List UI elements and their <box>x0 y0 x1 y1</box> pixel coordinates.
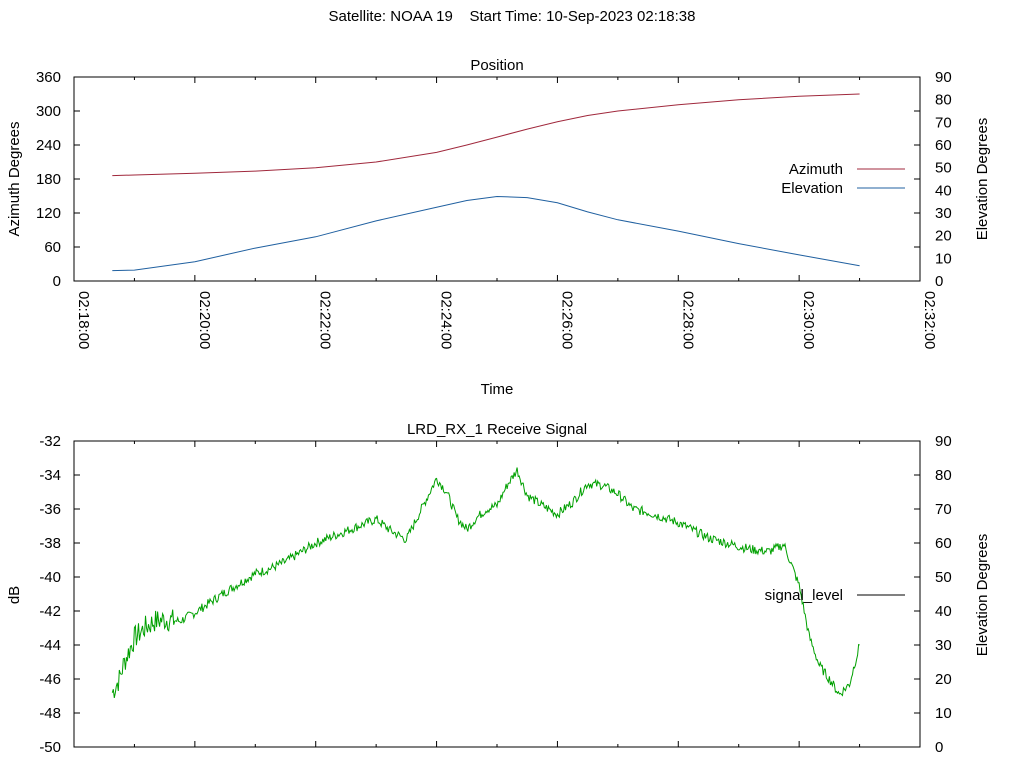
p2-y2tick-label: 30 <box>935 637 952 654</box>
p1-ytick-label: 120 <box>36 205 61 222</box>
p1-y2tick-label: 0 <box>935 273 943 290</box>
p2-y2tick-label: 0 <box>935 739 943 756</box>
p1-ytick-label: 360 <box>36 69 61 86</box>
signal-plot-title: LRD_RX_1 Receive Signal <box>407 421 587 438</box>
p1-y2tick-label: 90 <box>935 69 952 86</box>
p2-y2tick-label: 50 <box>935 569 952 586</box>
p1-ytick-label: 300 <box>36 103 61 120</box>
p1-ytick-label: 240 <box>36 137 61 154</box>
p1-y2tick-label: 60 <box>935 137 952 154</box>
p2-y2tick-label: 10 <box>935 705 952 722</box>
position-plot-title: Position <box>470 57 523 74</box>
p2-ytick-label: -46 <box>39 671 61 688</box>
p1-y2tick-label: 50 <box>935 160 952 177</box>
p1-xtick-label: 02:30:00 <box>800 291 817 349</box>
signal-y-axis-label: dB <box>6 586 23 604</box>
legend-label-azimuth: Azimuth <box>789 161 843 178</box>
p1-y2tick-label: 80 <box>935 92 952 109</box>
signal-plot: LRD_RX_1 Receive Signal dB Elevation Deg… <box>6 421 991 756</box>
p1-ytick-label: 60 <box>44 239 61 256</box>
p2-ytick-label: -42 <box>39 603 61 620</box>
p2-ytick-label: -40 <box>39 569 61 586</box>
p1-xtick-label: 02:26:00 <box>558 291 575 349</box>
position-y-axis-label: Azimuth Degrees <box>6 121 23 236</box>
p2-y2tick-label: 20 <box>935 671 952 688</box>
legend-label-elevation: Elevation <box>781 180 843 197</box>
series-line-azimuth <box>112 93 860 177</box>
position-y2-axis-label: Elevation Degrees <box>974 118 991 241</box>
p2-ytick-label: -32 <box>39 433 61 450</box>
series-line-signal-level <box>111 467 860 698</box>
p2-ytick-label: -34 <box>39 467 61 484</box>
series-line-elevation <box>112 195 860 272</box>
position-plot: Position Time Azimuth Degrees Elevation … <box>6 57 991 398</box>
p2-y2tick-label: 40 <box>935 603 952 620</box>
p2-y2tick-label: 60 <box>935 535 952 552</box>
p1-ytick-label: 180 <box>36 171 61 188</box>
p1-ytick-label: 0 <box>53 273 61 290</box>
satellite-label: Satellite: NOAA 19 <box>328 8 453 25</box>
p1-y2tick-label: 10 <box>935 250 952 267</box>
p1-xtick-label: 02:32:00 <box>921 291 938 349</box>
position-x-axis-label: Time <box>481 381 514 398</box>
p2-ytick-label: -44 <box>39 637 61 654</box>
p2-ytick-label: -38 <box>39 535 61 552</box>
p2-y2tick-label: 80 <box>935 467 952 484</box>
start-time-label: Start Time: 10-Sep-2023 02:18:38 <box>469 8 696 25</box>
p1-xtick-label: 02:18:00 <box>75 291 92 349</box>
p2-y2tick-label: 90 <box>935 433 952 450</box>
p2-y2tick-label: 70 <box>935 501 952 518</box>
p2-ytick-label: -36 <box>39 501 61 518</box>
signal-y2-axis-label: Elevation Degrees <box>974 534 991 657</box>
main-title: Satellite: NOAA 19 Start Time: 10-Sep-20… <box>0 8 1024 25</box>
p1-xtick-label: 02:22:00 <box>317 291 334 349</box>
p1-y2tick-label: 40 <box>935 182 952 199</box>
p2-ytick-label: -50 <box>39 739 61 756</box>
legend-label-signal-level: signal_level <box>765 587 843 604</box>
p1-xtick-label: 02:28:00 <box>679 291 696 349</box>
p1-xtick-label: 02:20:00 <box>196 291 213 349</box>
p1-y2tick-label: 20 <box>935 228 952 245</box>
p1-xtick-label: 02:24:00 <box>438 291 455 349</box>
position-plot-frame <box>73 76 921 282</box>
p2-ytick-label: -48 <box>39 705 61 722</box>
p1-y2tick-label: 30 <box>935 205 952 222</box>
p1-y2tick-label: 70 <box>935 114 952 131</box>
